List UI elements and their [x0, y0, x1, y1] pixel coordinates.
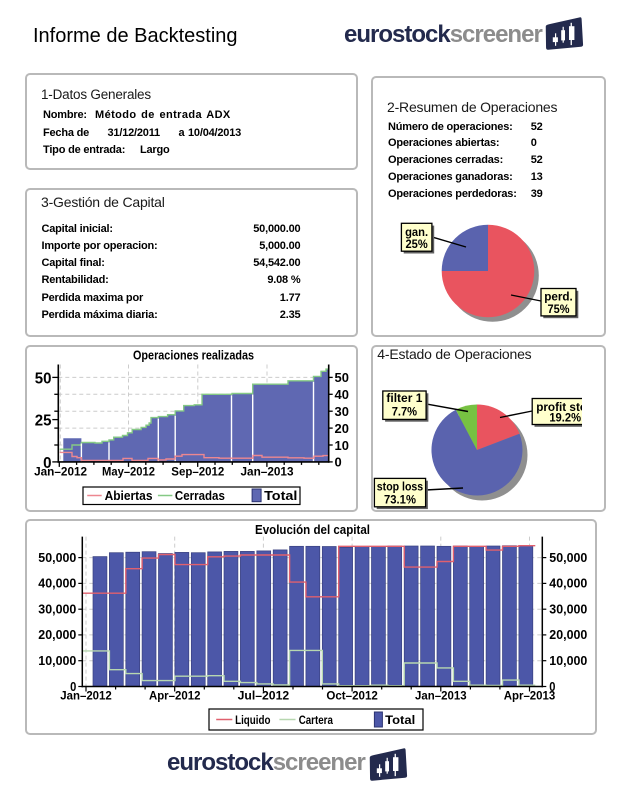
svg-text:Sep–2012: Sep–2012 [171, 465, 224, 479]
svg-text:filter 1: filter 1 [386, 391, 422, 405]
svg-text:7.7%: 7.7% [392, 405, 418, 419]
svg-text:gan.: gan. [405, 225, 428, 239]
svg-text:30,000: 30,000 [38, 603, 76, 617]
svg-text:Operaciones realizadas: Operaciones realizadas [133, 349, 254, 363]
svg-text:50,000: 50,000 [549, 551, 587, 565]
svg-text:Oct–2012: Oct–2012 [326, 689, 378, 703]
svg-text:25: 25 [35, 413, 52, 430]
svg-text:50,000: 50,000 [38, 551, 76, 565]
svg-text:Jan–2013: Jan–2013 [415, 689, 467, 703]
svg-text:25%: 25% [406, 237, 428, 251]
svg-text:0: 0 [43, 455, 51, 472]
svg-text:40: 40 [335, 387, 349, 402]
svg-text:20,000: 20,000 [549, 628, 587, 642]
svg-text:perd.: perd. [544, 290, 573, 304]
svg-text:Apr–2012: Apr–2012 [149, 689, 201, 703]
svg-text:73.1%: 73.1% [384, 492, 416, 506]
svg-text:0: 0 [335, 455, 342, 470]
svg-text:30: 30 [335, 404, 349, 419]
svg-text:50: 50 [35, 370, 52, 387]
svg-text:50: 50 [335, 370, 349, 385]
svg-text:stop loss: stop loss [377, 480, 424, 494]
svg-text:Evolución del capital: Evolución del capital [255, 523, 370, 537]
svg-text:Apr–2013: Apr–2013 [504, 689, 556, 703]
svg-text:75%: 75% [548, 302, 570, 316]
svg-text:Liquido: Liquido [235, 713, 270, 727]
svg-text:Jan–2013: Jan–2013 [241, 465, 294, 479]
svg-text:10: 10 [335, 438, 349, 453]
svg-text:0: 0 [549, 680, 555, 694]
svg-text:40,000: 40,000 [38, 577, 76, 591]
svg-text:40,000: 40,000 [549, 577, 587, 591]
svg-text:20: 20 [335, 421, 349, 436]
svg-text:Abiertas: Abiertas [105, 488, 153, 503]
svg-text:20,000: 20,000 [38, 628, 76, 642]
svg-text:Cartera: Cartera [299, 713, 333, 727]
svg-text:10,000: 10,000 [549, 654, 587, 668]
svg-text:19.2%: 19.2% [549, 411, 581, 425]
svg-text:Jul–2012: Jul–2012 [238, 689, 290, 703]
svg-text:Jan–2012: Jan–2012 [34, 465, 87, 479]
svg-text:30,000: 30,000 [549, 603, 587, 617]
svg-text:profit stop: profit stop [536, 400, 582, 414]
svg-text:Total: Total [264, 488, 297, 503]
svg-text:10,000: 10,000 [38, 654, 76, 668]
svg-text:0: 0 [70, 680, 76, 694]
svg-text:Jan–2012: Jan–2012 [60, 689, 112, 703]
svg-text:Total: Total [385, 713, 415, 727]
svg-text:May–2012: May–2012 [102, 465, 155, 479]
svg-text:Cerradas: Cerradas [175, 488, 225, 503]
